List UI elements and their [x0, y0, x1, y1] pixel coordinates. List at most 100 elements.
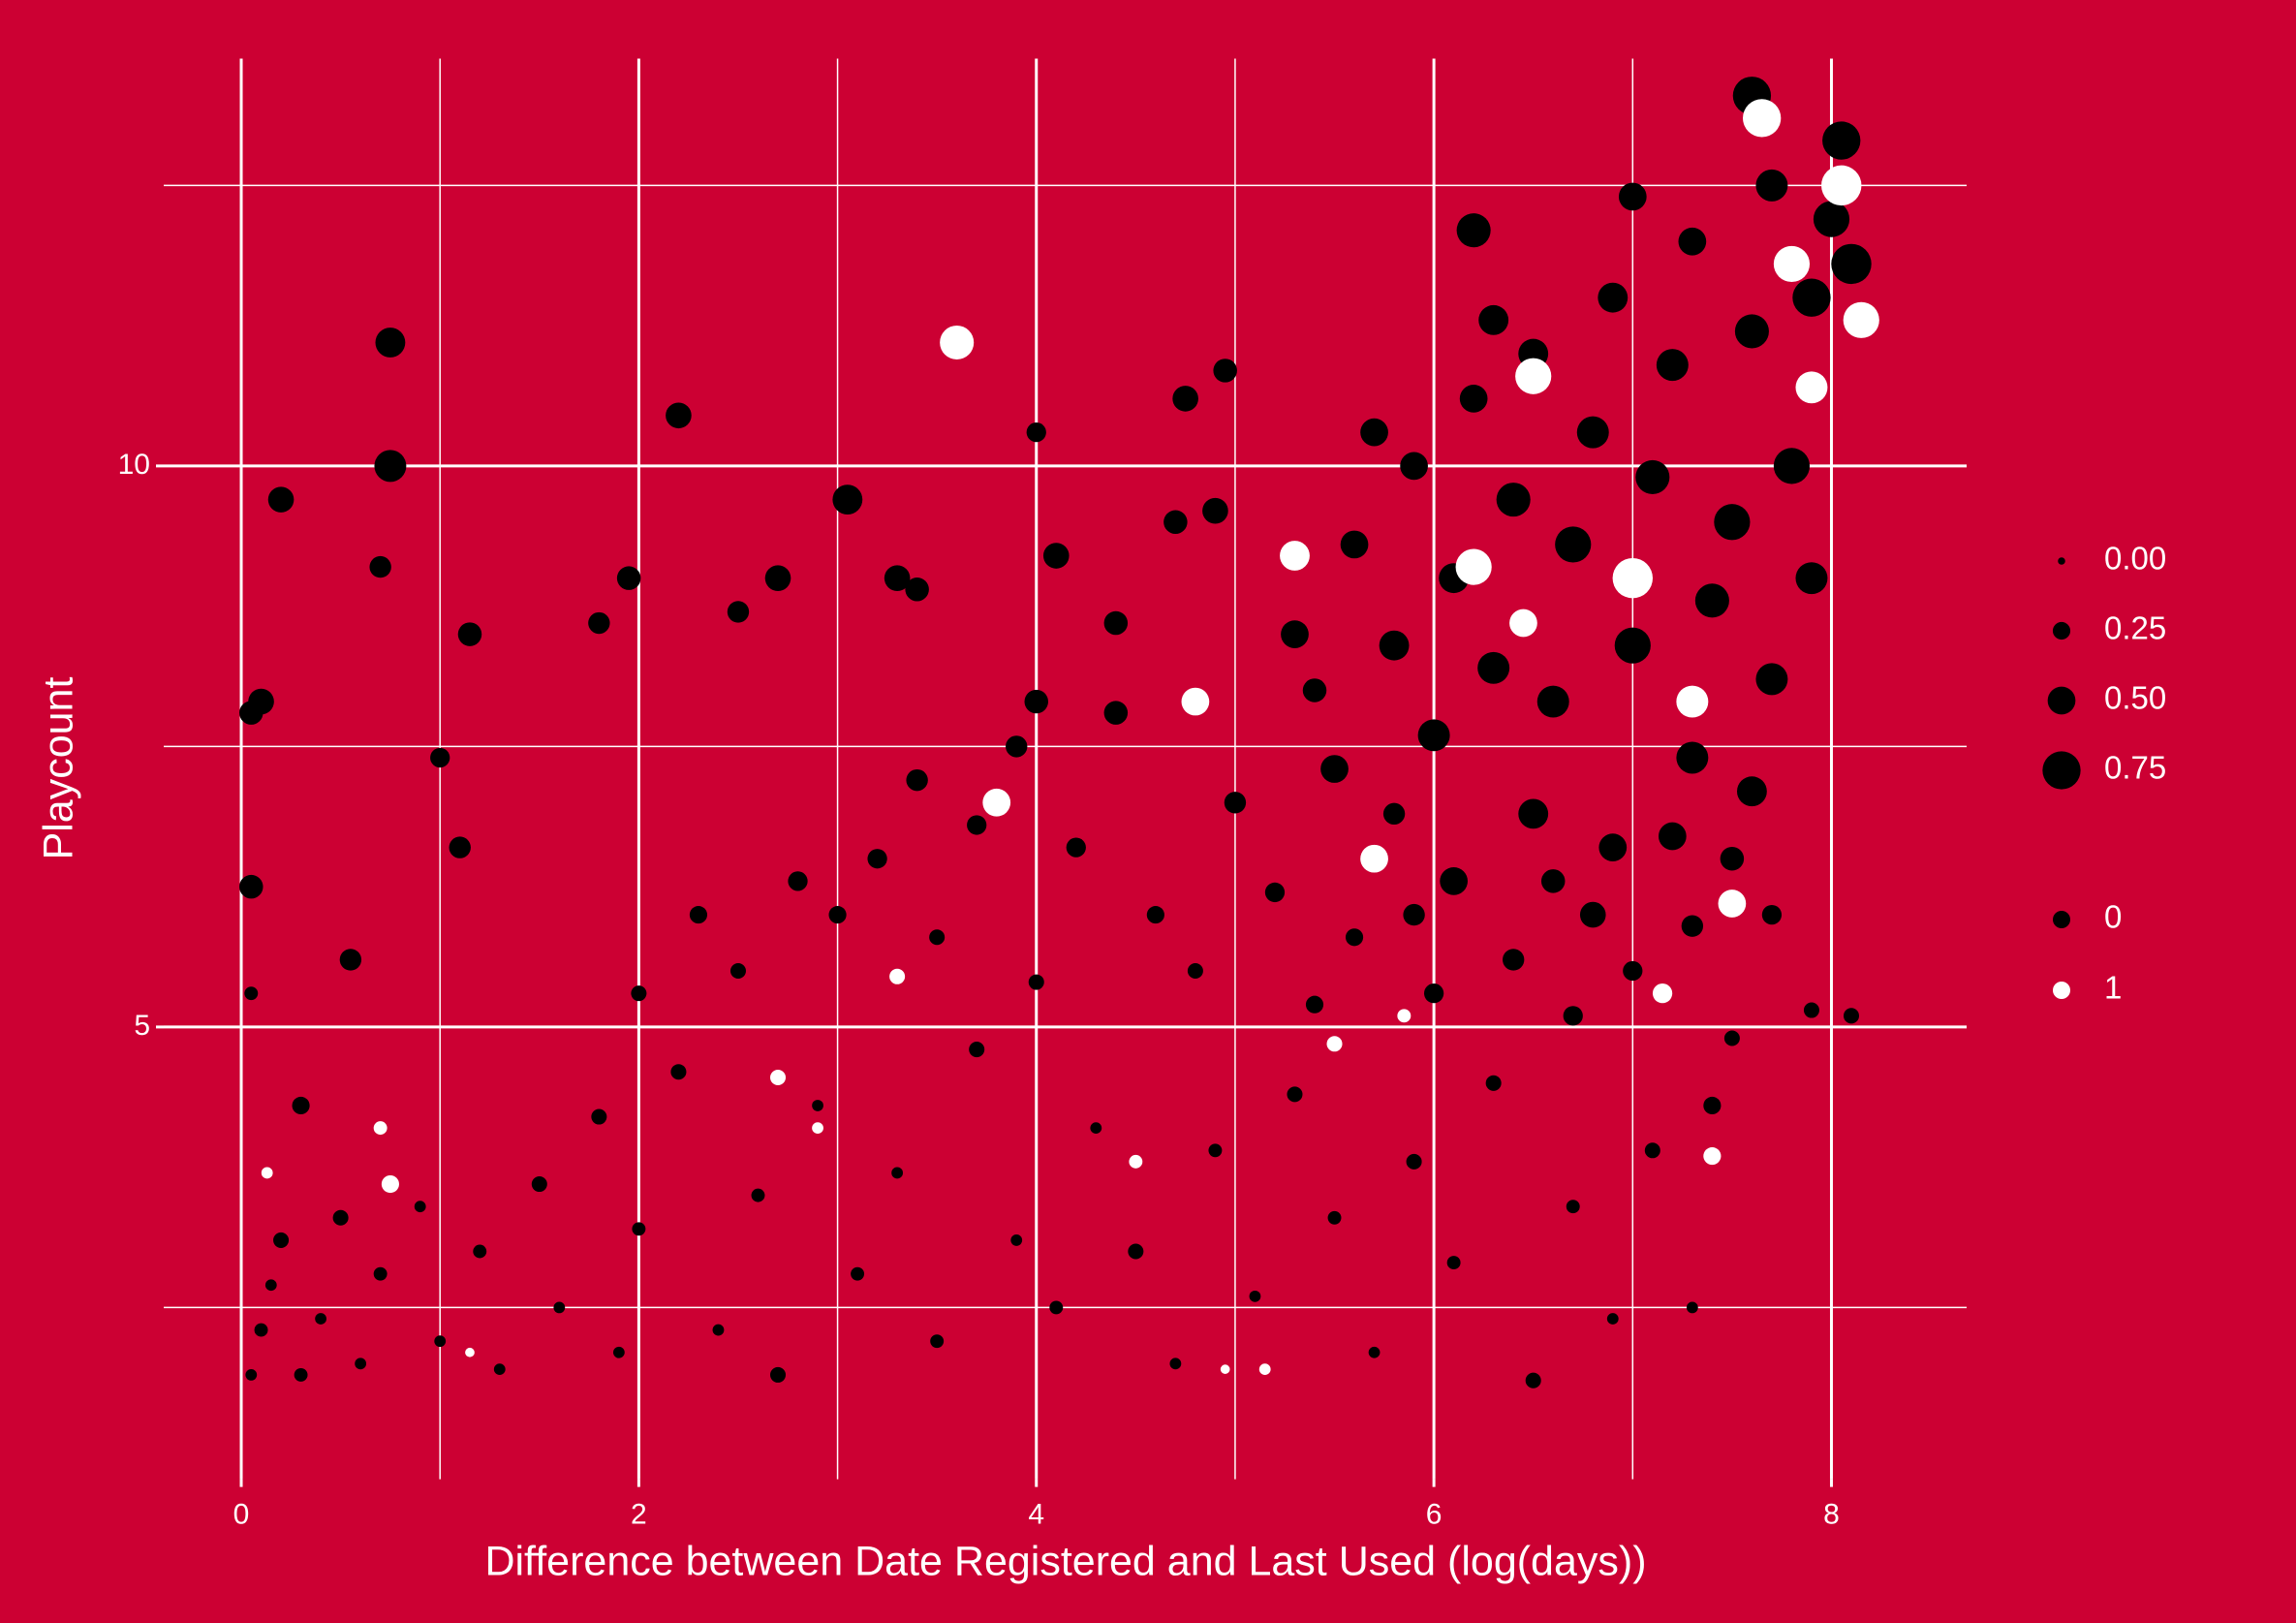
point — [449, 836, 471, 858]
point — [1320, 755, 1349, 783]
point — [1681, 915, 1704, 937]
point — [1598, 282, 1629, 313]
point — [1446, 1256, 1461, 1270]
point — [369, 555, 391, 578]
point — [1066, 837, 1086, 858]
point — [1340, 530, 1369, 559]
point — [414, 1201, 426, 1213]
point — [889, 968, 906, 984]
grid: 0 2 4 6 8 5 10 — [118, 58, 1967, 1531]
point — [1813, 201, 1850, 237]
size-legend-label: 0.25 — [2104, 610, 2166, 646]
point — [292, 1096, 310, 1115]
point — [1736, 776, 1767, 807]
x-tick-label: 4 — [1028, 1499, 1044, 1531]
point — [1525, 1372, 1541, 1389]
y-tick-label: 5 — [134, 1010, 150, 1042]
point — [867, 849, 887, 869]
point — [812, 1122, 823, 1135]
point — [1743, 99, 1782, 138]
point — [1164, 510, 1188, 535]
point — [1773, 448, 1811, 484]
color-legend-key — [2053, 911, 2070, 928]
point — [1382, 802, 1406, 826]
size-legend-key — [2047, 686, 2076, 715]
point — [770, 1070, 787, 1086]
point — [1249, 1290, 1261, 1302]
point — [332, 1209, 349, 1226]
point — [591, 1108, 607, 1125]
point — [1734, 314, 1769, 349]
point — [1129, 1154, 1143, 1169]
point — [264, 1279, 277, 1292]
point — [1213, 359, 1237, 383]
point — [1360, 418, 1388, 447]
point — [751, 1188, 765, 1202]
point — [1703, 1147, 1722, 1166]
point — [294, 1367, 308, 1382]
point — [905, 577, 929, 602]
point — [1181, 687, 1210, 716]
point — [1478, 304, 1509, 335]
point — [1485, 1075, 1502, 1091]
point — [1090, 1122, 1102, 1135]
point — [1264, 882, 1286, 903]
point — [1566, 1200, 1580, 1214]
point — [884, 565, 911, 591]
legend: 0.00 0.25 0.50 0.75 0 1 — [2042, 541, 2166, 1006]
size-legend-label: 0.00 — [2104, 541, 2166, 577]
point — [248, 688, 274, 715]
point — [261, 1167, 273, 1179]
point — [1540, 869, 1566, 893]
point — [1049, 1300, 1064, 1315]
point — [1287, 1086, 1303, 1103]
point — [434, 1335, 447, 1348]
point — [1026, 422, 1046, 443]
point — [531, 1176, 547, 1193]
point — [1024, 689, 1048, 714]
point — [374, 450, 407, 483]
point — [1406, 1153, 1422, 1170]
point — [1703, 1096, 1722, 1115]
point — [1509, 609, 1537, 638]
point — [1614, 627, 1651, 664]
point — [940, 325, 975, 360]
point — [632, 1222, 646, 1236]
point — [1795, 562, 1828, 595]
points — [239, 77, 1879, 1389]
size-legend-label: 0.50 — [2104, 680, 2166, 716]
size-legend-key — [2052, 621, 2071, 640]
point — [1010, 1234, 1023, 1246]
point — [1397, 1009, 1412, 1023]
point — [670, 1064, 687, 1080]
point — [727, 601, 750, 623]
point — [1302, 678, 1327, 702]
point — [1555, 526, 1592, 563]
point — [273, 1232, 290, 1248]
point — [1455, 548, 1492, 585]
x-tick-label: 2 — [631, 1499, 647, 1531]
point — [381, 1174, 399, 1194]
point — [1714, 504, 1751, 541]
point — [969, 1042, 985, 1058]
point — [1652, 983, 1673, 1004]
x-tick-label: 6 — [1426, 1499, 1443, 1531]
point — [339, 949, 362, 971]
point — [1623, 960, 1643, 982]
point — [1803, 1002, 1819, 1018]
point — [1831, 243, 1872, 285]
point — [1618, 182, 1647, 211]
point — [1822, 121, 1861, 160]
point — [1579, 901, 1606, 928]
point — [465, 1347, 475, 1358]
point — [1792, 278, 1831, 317]
x-tick-label: 8 — [1823, 1499, 1840, 1531]
point — [1635, 459, 1670, 494]
point — [1658, 822, 1687, 851]
point — [1656, 349, 1689, 382]
point — [1503, 949, 1525, 971]
point — [244, 986, 259, 1001]
